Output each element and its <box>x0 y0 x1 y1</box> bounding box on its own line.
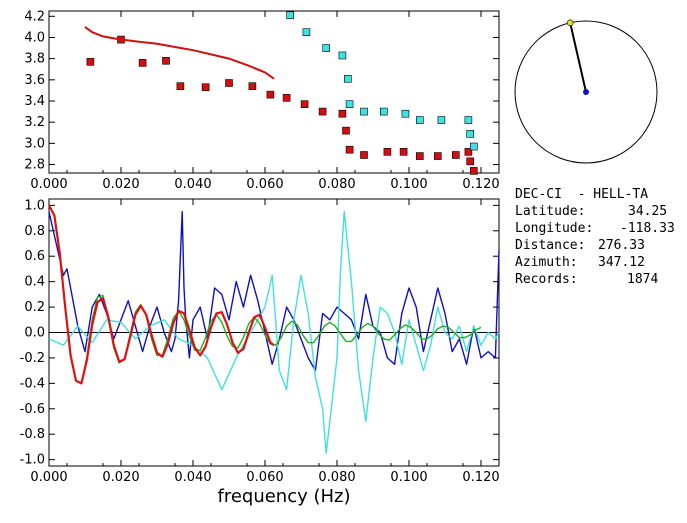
x-tick-label: 0.080 <box>318 470 355 485</box>
y-tick-label: 3.0 <box>24 136 45 151</box>
compass-center <box>583 89 589 95</box>
y-tick-label: 4.2 <box>24 9 45 24</box>
data-point <box>379 107 388 116</box>
info-distance-label: Distance: <box>515 238 586 253</box>
info-azimuth-value: 347.12 <box>598 255 645 270</box>
data-point <box>225 79 233 87</box>
x-tick-label: 0.060 <box>246 177 283 192</box>
y-tick-label: 0.2 <box>24 300 45 315</box>
y-tick-label: 0.6 <box>24 249 45 264</box>
info-records-value: 1874 <box>627 272 659 287</box>
x-tick-label: 0.100 <box>390 470 427 485</box>
data-point <box>415 116 424 124</box>
data-point <box>343 74 352 83</box>
y-tick-label: 3.4 <box>24 94 45 109</box>
y-tick-label: 3.2 <box>24 115 45 130</box>
x-tick-label: 0.120 <box>462 177 499 192</box>
y-tick-label: 3.8 <box>24 52 45 67</box>
data-point <box>464 116 473 124</box>
data-point <box>469 167 478 175</box>
data-point <box>469 142 478 151</box>
y-tick-label: -0.8 <box>20 427 45 442</box>
series-line-1 <box>48 211 500 454</box>
data-point <box>464 148 473 156</box>
data-point <box>466 130 475 138</box>
data-point <box>383 148 392 156</box>
data-point <box>399 148 408 156</box>
data-point <box>466 157 475 166</box>
series-line-2 <box>48 205 482 385</box>
info-longitude-value: -118.33 <box>620 221 675 236</box>
x-tick-label: 0.000 <box>30 470 67 485</box>
x-tick-label: 0.020 <box>102 177 139 192</box>
y-tick-label: -1.0 <box>20 453 45 468</box>
compass-tip <box>566 19 574 27</box>
compass-circle <box>514 20 658 164</box>
data-point <box>266 90 275 99</box>
data-point <box>300 100 309 108</box>
y-tick-label: 1.0 <box>24 198 45 213</box>
data-point <box>338 109 347 118</box>
data-point <box>437 116 446 124</box>
x-tick-label: 0.060 <box>246 470 283 485</box>
data-point <box>342 126 350 135</box>
x-tick-label: 0.120 <box>462 470 499 485</box>
info-distance-value: 276.33 <box>598 238 645 253</box>
y-tick-label: 4.0 <box>24 30 45 45</box>
info-latitude-label: Latitude: <box>515 204 586 219</box>
data-point <box>138 59 147 67</box>
y-tick-label: 2.8 <box>24 158 45 173</box>
data-point <box>433 152 442 160</box>
y-tick-label: 3.6 <box>24 73 45 88</box>
info-records-label: Records: <box>515 272 578 287</box>
data-point <box>282 94 291 102</box>
data-point <box>451 151 460 159</box>
x-axis-label: frequency (Hz) <box>217 486 350 507</box>
data-point <box>162 56 170 65</box>
y-tick-label: -0.6 <box>20 402 45 417</box>
x-tick-label: 0.040 <box>174 177 211 192</box>
data-point <box>345 145 354 154</box>
info-azimuth-label: Azimuth: <box>515 255 578 270</box>
x-tick-label: 0.020 <box>102 470 139 485</box>
data-point <box>360 107 368 116</box>
x-tick-label: 0.100 <box>390 177 427 192</box>
series-line-3 <box>48 204 275 385</box>
x-tick-label: 0.000 <box>30 177 67 192</box>
data-point <box>201 83 210 92</box>
y-tick-label: 0.0 <box>24 326 45 341</box>
data-point <box>415 152 424 160</box>
data-point <box>86 58 95 66</box>
data-point <box>322 44 331 52</box>
info-longitude-label: Longitude: <box>515 221 594 236</box>
plot-frame <box>48 10 500 174</box>
y-tick-label: 0.4 <box>24 275 45 290</box>
data-point <box>302 28 311 36</box>
y-tick-label: -0.2 <box>20 351 45 366</box>
data-point <box>248 82 257 90</box>
trend-line <box>84 26 275 80</box>
compass-needle <box>569 22 587 93</box>
data-point <box>176 82 185 90</box>
info-latitude-value: 34.25 <box>628 204 668 219</box>
y-tick-label: 0.8 <box>24 224 45 239</box>
data-point <box>401 109 410 118</box>
data-point <box>338 51 347 60</box>
data-point <box>318 107 327 116</box>
data-point <box>345 100 354 108</box>
series-line-0 <box>48 211 500 372</box>
y-tick-label: -0.4 <box>20 376 45 391</box>
data-point <box>286 11 295 20</box>
x-tick-label: 0.040 <box>174 470 211 485</box>
info-station: DEC-CI - HELL-TA <box>515 187 649 202</box>
data-point <box>360 151 368 159</box>
x-tick-label: 0.080 <box>318 177 355 192</box>
